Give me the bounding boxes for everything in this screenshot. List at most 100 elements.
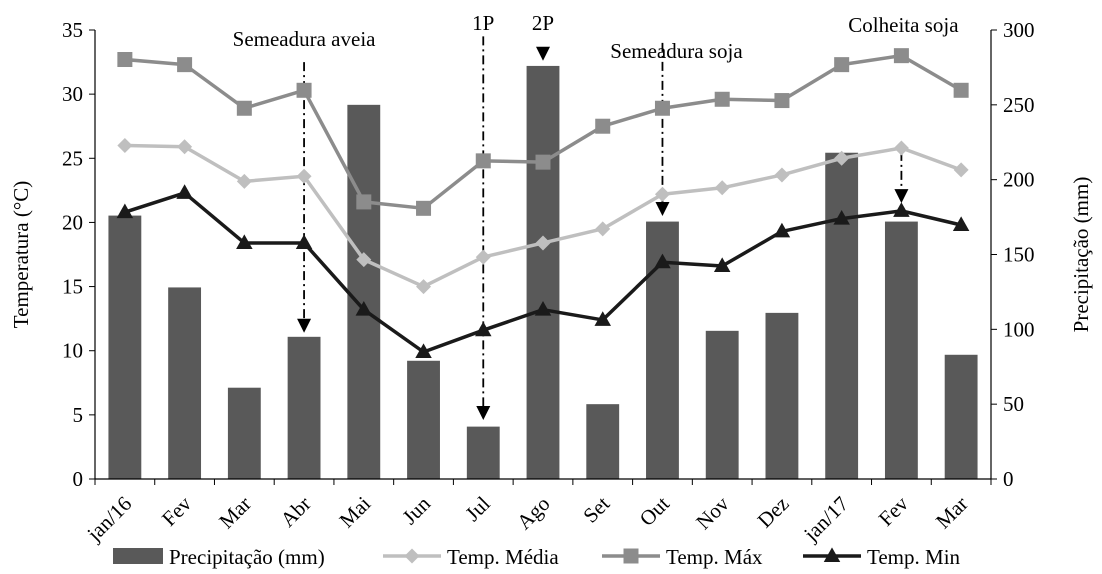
precip-bar: [825, 152, 859, 479]
temperature-point: [535, 154, 551, 170]
x-tick-label: Set: [578, 491, 614, 527]
temperature-point: [177, 139, 193, 155]
precip-bar: [168, 287, 202, 479]
temperature-point: [236, 234, 253, 249]
temperature-point: [236, 100, 252, 116]
temperature-point: [654, 186, 670, 202]
x-tick-label: Out: [635, 491, 674, 530]
legend-label: Temp. Máx: [666, 545, 763, 569]
precip-bar: [407, 360, 440, 479]
temperature-point: [654, 100, 670, 116]
annotation-arrowhead: [297, 318, 312, 333]
temperature-point: [416, 200, 432, 216]
temperature-point: [475, 321, 492, 337]
temperature-point: [893, 48, 909, 64]
legend: Precipitação (mm) Temp. Média Temp. Máx Tem…: [113, 545, 961, 569]
x-tick-label: Jul: [460, 491, 494, 525]
precip-bar: [944, 354, 978, 479]
legend-label: Temp. Min: [867, 545, 961, 569]
annotation-connectors: [297, 36, 909, 420]
left-tick-label: 15: [62, 275, 83, 299]
legend-label: Temp. Média: [447, 545, 559, 569]
annotation-label: Semeadura soja: [610, 39, 743, 63]
precip-bar: [705, 330, 739, 479]
annotation-label: 2P: [532, 11, 554, 35]
left-axis-title: Temperatura (°C): [9, 181, 33, 328]
temperature-point: [356, 194, 372, 210]
temperature-point: [415, 343, 432, 358]
temperature-point: [833, 209, 850, 225]
right-tick-label: 200: [1003, 168, 1035, 192]
precip-bar: [287, 336, 321, 479]
precip-bar: [884, 221, 918, 479]
temperature-point: [714, 91, 730, 107]
right-tick-label: 300: [1003, 18, 1035, 42]
annotation-arrowhead: [894, 189, 909, 204]
temperature-point: [773, 222, 791, 238]
temperature-point: [595, 221, 611, 237]
temperature-point: [893, 140, 909, 156]
temperature-point: [713, 257, 731, 273]
temperature-point: [834, 57, 850, 73]
temperature-point: [177, 57, 193, 73]
temperature-point: [535, 235, 551, 251]
temperature-point: [296, 82, 312, 98]
temperature-point: [236, 173, 252, 189]
temperature-point: [774, 93, 790, 109]
precip-bar: [466, 426, 500, 479]
temperature-point: [355, 301, 373, 316]
x-tick-label: Nov: [691, 491, 734, 534]
temperature-point: [595, 118, 611, 134]
legend-swatch-marker: [623, 548, 639, 564]
x-tick-label: Ago: [512, 492, 555, 535]
temperature-point: [834, 150, 850, 166]
left-tick-label: 35: [62, 18, 83, 42]
x-tick-label: jan/17: [798, 492, 853, 547]
temperature-point: [176, 184, 193, 199]
annotations: Semeadura aveia 1P 2P Semeadura soja Colheit…: [233, 11, 960, 63]
legend-swatch-bar: [113, 548, 163, 564]
annotation-label: 1P: [472, 11, 494, 35]
annotation-label: Colheita soja: [848, 13, 959, 37]
right-tick-label: 100: [1003, 317, 1035, 341]
temperature-point: [952, 216, 970, 231]
x-tick-label: Fev: [157, 491, 197, 531]
temperature-point: [117, 137, 133, 153]
x-tick-label: Jun: [397, 491, 435, 529]
x-tick-label: Dez: [753, 492, 794, 533]
legend-swatch-marker: [404, 548, 420, 564]
annotation-arrowhead: [476, 405, 491, 420]
right-tick-label: 150: [1003, 243, 1035, 267]
temperature-lines: [116, 48, 970, 358]
precipitation-bars: [108, 65, 978, 480]
temperature-point: [594, 311, 611, 326]
precip-bar: [586, 404, 620, 479]
legend-swatch-marker: [823, 547, 841, 562]
legend-label: Precipitação (mm): [169, 545, 325, 569]
temperature-point: [475, 249, 491, 265]
x-tick-label: Fev: [874, 491, 914, 531]
right-tick-label: 250: [1003, 93, 1035, 117]
right-tick-label: 0: [1003, 467, 1014, 491]
temperature-point: [356, 252, 372, 268]
right-tick-label: 50: [1003, 392, 1024, 416]
precip-bar: [347, 104, 381, 479]
precip-bar: [108, 215, 142, 479]
precip-bar: [227, 387, 261, 479]
right-axis-title: Precipitação (mm): [1069, 177, 1093, 333]
temperature-point: [714, 180, 730, 196]
x-tick-label: Abr: [276, 492, 316, 532]
x-tick-label: Mai: [334, 491, 375, 532]
temperature-point: [117, 52, 133, 68]
temperature-point: [475, 153, 491, 169]
temperature-point: [534, 301, 552, 316]
annotation-arrowhead: [536, 46, 550, 61]
x-tick-label: Mar: [214, 492, 256, 534]
temperature-point: [116, 203, 134, 219]
temperature-point: [774, 167, 790, 183]
annotation-arrowhead: [655, 202, 670, 217]
annotation-label: Semeadura aveia: [233, 27, 377, 51]
temperature-point: [953, 82, 969, 98]
precip-bar: [526, 65, 560, 480]
